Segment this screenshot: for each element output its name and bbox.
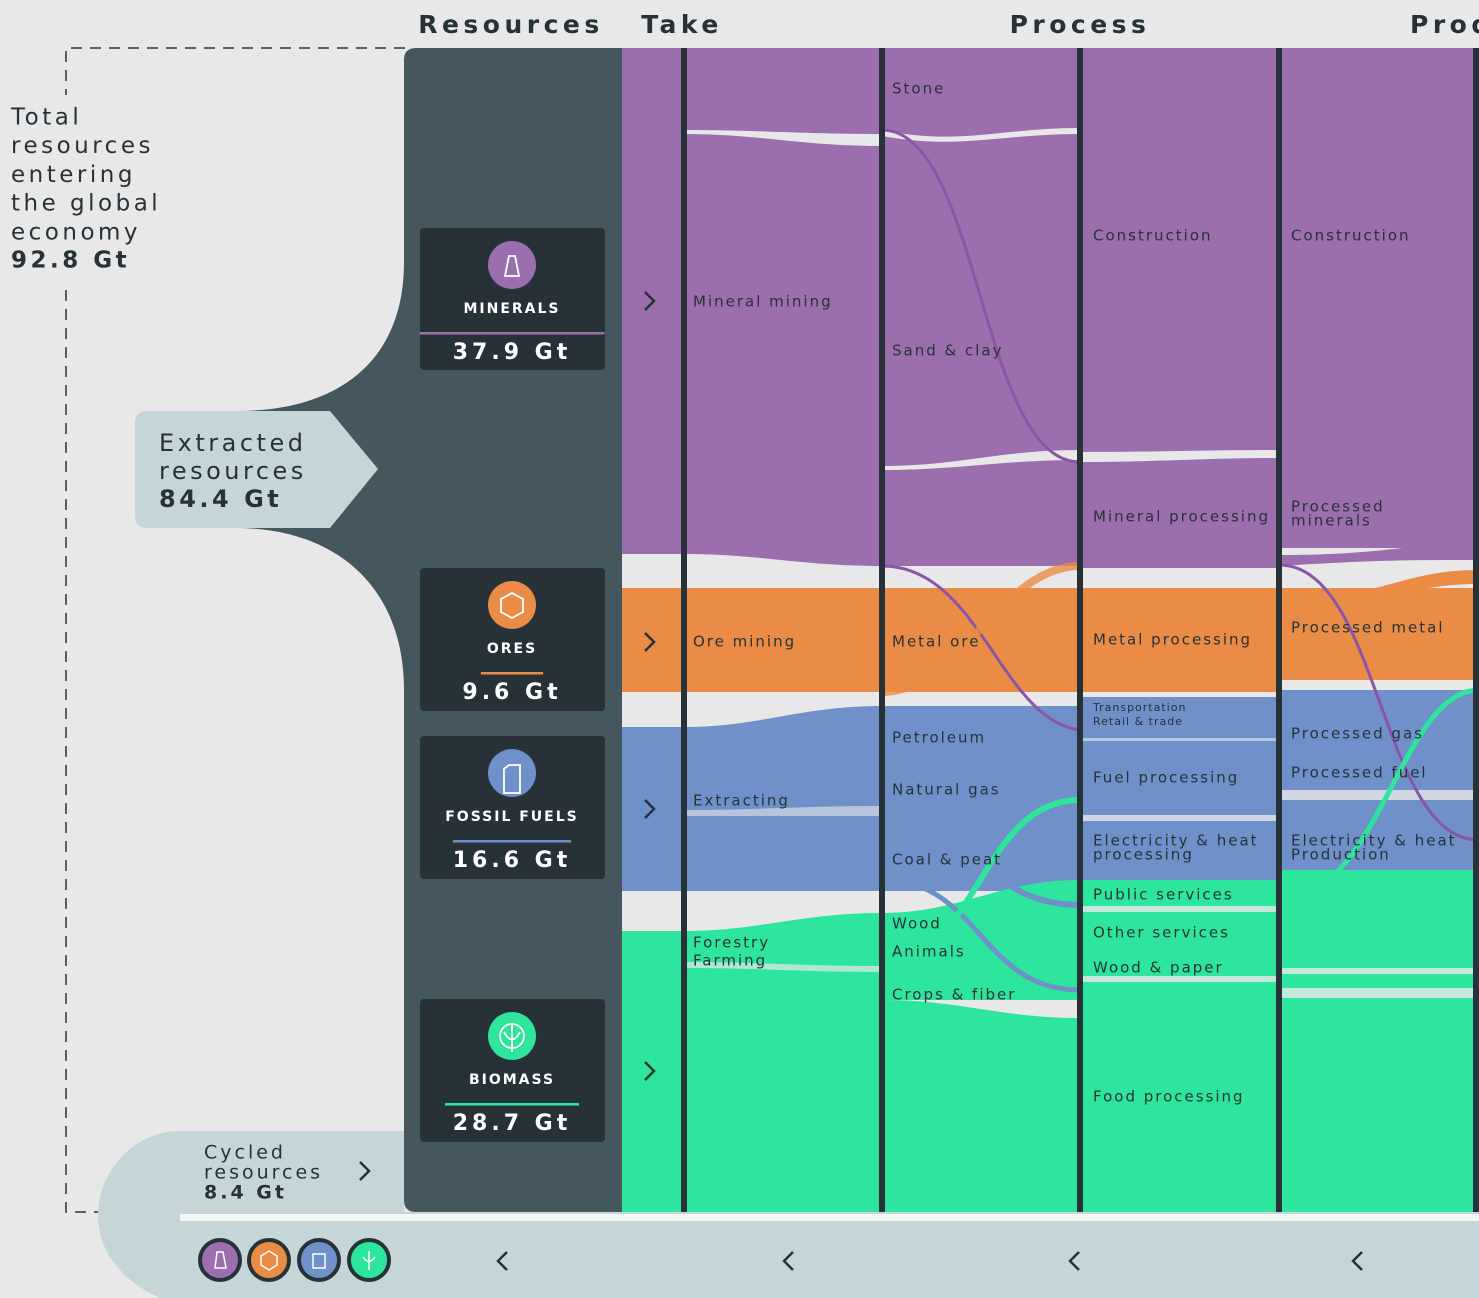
extracted-box bbox=[135, 411, 378, 528]
resource-name: MINERALS bbox=[463, 301, 560, 317]
resource-name: ORES bbox=[487, 641, 537, 657]
resource-value: 28.7 Gt bbox=[453, 1111, 572, 1136]
node-label: Ore mining bbox=[693, 633, 796, 651]
resource-name: FOSSIL FUELS bbox=[445, 809, 579, 825]
resource-underline bbox=[419, 332, 605, 335]
node-label: Fuel processing bbox=[1093, 769, 1239, 787]
resource-card bbox=[420, 736, 605, 879]
resource-underline bbox=[445, 1103, 579, 1106]
resource-card bbox=[420, 999, 605, 1142]
chevrons bbox=[359, 291, 1363, 1271]
resource-underline bbox=[481, 672, 543, 675]
extracted-value: 84.4 Gt bbox=[159, 485, 282, 513]
total-label: entering bbox=[11, 162, 136, 188]
node-label: Construction bbox=[1093, 227, 1213, 245]
resource-icon-glyph bbox=[500, 591, 524, 620]
node-label: Production bbox=[1291, 846, 1391, 864]
node-label: Food processing bbox=[1093, 1088, 1245, 1106]
node-label: Electricity & heat bbox=[1291, 832, 1457, 850]
node-label: Processed gas bbox=[1291, 725, 1424, 743]
extracted-label: resources bbox=[159, 457, 307, 485]
resource-value: 9.6 Gt bbox=[462, 680, 561, 705]
cycled-value: 8.4 Gt bbox=[204, 1182, 287, 1204]
node-label: Mineral processing bbox=[1093, 508, 1270, 526]
total-label: the global bbox=[11, 191, 161, 217]
cycled-label: resources bbox=[204, 1162, 323, 1184]
node-label: Retail & trade bbox=[1093, 715, 1183, 728]
node-label: Processed bbox=[1291, 498, 1385, 516]
node-label: Metal processing bbox=[1093, 631, 1252, 649]
resource-value: 37.9 Gt bbox=[453, 340, 572, 365]
node-label: Sand & clay bbox=[892, 342, 1003, 360]
node-label: minerals bbox=[1291, 512, 1372, 530]
resource-icon-glyph bbox=[499, 1023, 525, 1052]
node-label: Construction bbox=[1291, 227, 1411, 245]
node-label: Wood bbox=[892, 915, 942, 933]
column-header: Take bbox=[641, 10, 723, 39]
node-label: Processed metal bbox=[1291, 619, 1445, 637]
node-label: Metal ore bbox=[892, 633, 980, 651]
total-label: Total bbox=[10, 105, 82, 131]
node-label: Public services bbox=[1093, 886, 1234, 904]
extracted-label: Extracted bbox=[159, 429, 306, 457]
resource-underline bbox=[453, 840, 571, 843]
node-label: Crops & fiber bbox=[892, 986, 1016, 1004]
node-label: Animals bbox=[892, 943, 966, 961]
column-separators bbox=[681, 48, 1479, 1212]
node-label: Forestry bbox=[693, 934, 770, 952]
node-label: Petroleum bbox=[892, 729, 986, 747]
node-label: Other services bbox=[1093, 924, 1230, 942]
node-label: Wood & paper bbox=[1093, 959, 1224, 977]
column-header: Prod bbox=[1410, 10, 1479, 39]
resource-icon-glyph bbox=[503, 764, 521, 794]
resource-icon bbox=[488, 581, 536, 629]
node-label: Farming bbox=[693, 952, 767, 970]
total-value: 92.8 Gt bbox=[11, 248, 130, 274]
resource-value: 16.6 Gt bbox=[453, 848, 572, 873]
cycled-label: Cycled bbox=[204, 1142, 286, 1164]
column-header: Process bbox=[1010, 10, 1151, 39]
node-label: Processed fuel bbox=[1291, 764, 1428, 782]
resource-icon bbox=[488, 749, 536, 797]
node-label: Extracting bbox=[693, 792, 790, 810]
node-label: Electricity & heat bbox=[1093, 832, 1259, 850]
resource-card bbox=[420, 568, 605, 711]
total-label: resources bbox=[11, 133, 154, 159]
node-label: Transportation bbox=[1092, 701, 1186, 714]
node-label: Mineral mining bbox=[693, 293, 833, 311]
resource-icon bbox=[488, 241, 536, 289]
node-label: Coal & peat bbox=[892, 851, 1002, 869]
resource-toggles[interactable] bbox=[198, 1238, 391, 1282]
node-label: Stone bbox=[892, 80, 945, 98]
resource-icon-glyph bbox=[503, 255, 521, 277]
node-label: processing bbox=[1093, 846, 1194, 864]
cycle-line bbox=[180, 1214, 1479, 1221]
resource-name: BIOMASS bbox=[469, 1072, 555, 1088]
node-label: Natural gas bbox=[892, 781, 1001, 799]
total-label: economy bbox=[11, 219, 141, 245]
column-header: Resources bbox=[418, 10, 604, 39]
